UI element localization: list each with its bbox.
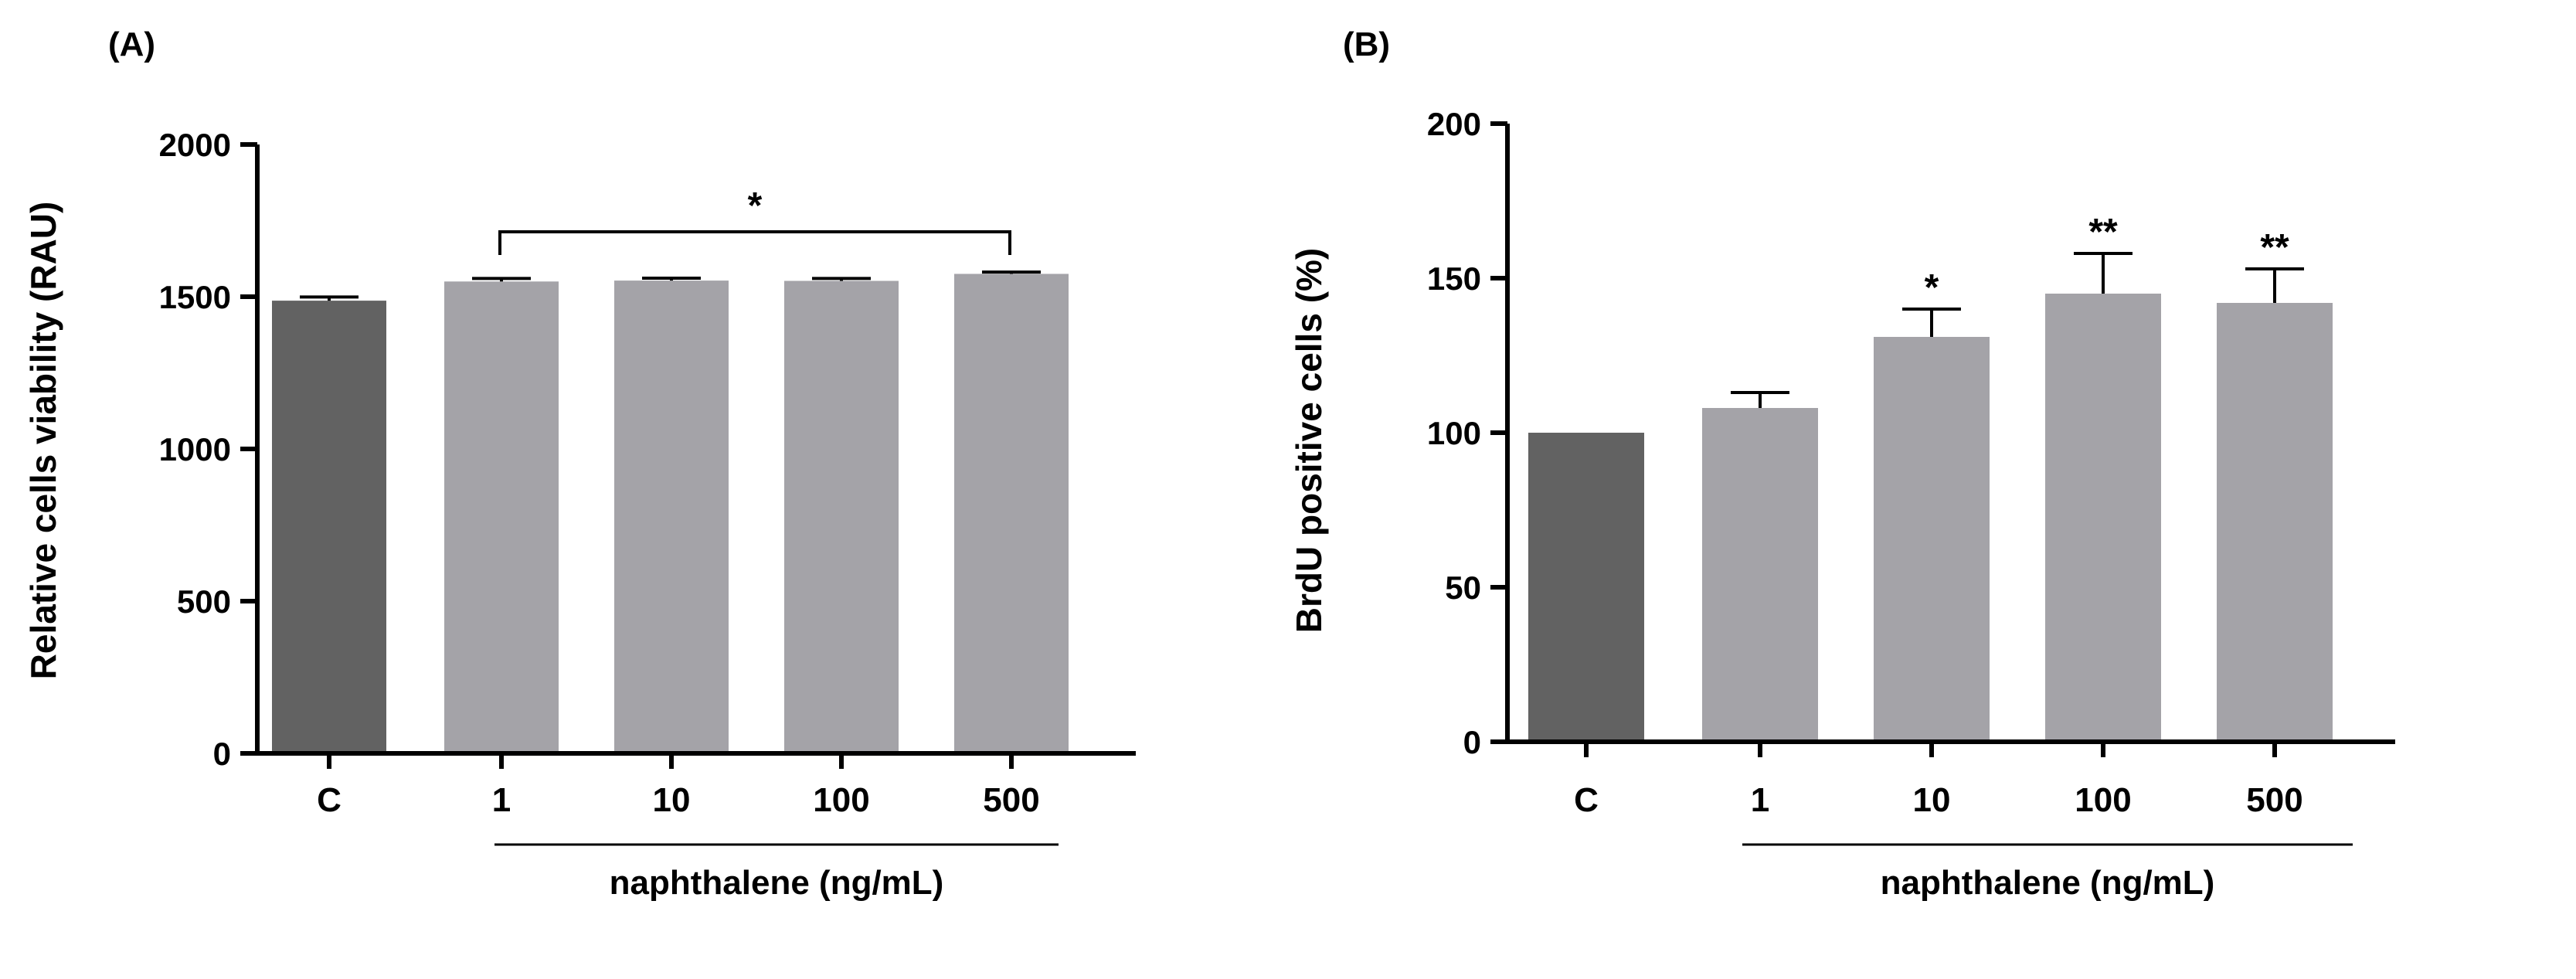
- panel-b-error-bars: [1731, 252, 2304, 408]
- panel-b-significance-star-100: **: [2088, 212, 2118, 253]
- panel-b-error-bar-1: [1731, 391, 1789, 408]
- panel-a-bar-10: [614, 280, 729, 753]
- panel-b-label: (B): [1343, 25, 1390, 63]
- panel-b-ytick-label: 100: [1427, 415, 1481, 451]
- panel-a-label: (A): [108, 25, 155, 63]
- panel-b-ylabel: BrdU positive cells (%): [1289, 248, 1329, 633]
- panel-b-significance-star-10: *: [1925, 267, 1939, 308]
- panel-a-ytick-label: 2000: [159, 127, 231, 163]
- panel-a-ytick-label: 500: [177, 583, 231, 620]
- panel-b-y-ticks: 0 50 100 150 200: [1427, 106, 1507, 760]
- panel-a-error-bar-1: [472, 277, 531, 282]
- panel-a-error-bar-500: [982, 270, 1041, 274]
- panel-b-xtick-label: 100: [2075, 781, 2131, 819]
- panel-b-xtick-label: 10: [1913, 781, 1951, 819]
- panel-b-bar-C: [1528, 433, 1644, 742]
- panel-a-ylabel: Relative cells viability (RAU): [23, 202, 63, 680]
- panel-b-xlabel: naphthalene (ng/mL): [1881, 864, 2215, 902]
- panel-b-bar-1: [1702, 408, 1818, 742]
- panel-a-bar-1: [444, 281, 559, 753]
- panel-b-error-bar-10: [1902, 308, 1961, 337]
- panel-b-ytick-label: 0: [1463, 724, 1481, 760]
- panel-a-xtick-label: 500: [983, 781, 1039, 819]
- panel-a-xtick-label: C: [317, 781, 342, 819]
- panel-b-bar-500: [2217, 303, 2333, 742]
- panel-a-xlabel: naphthalene (ng/mL): [610, 864, 944, 902]
- panel-b-chart: (B) BrdU positive cells (%) 0 50 100 150 200…: [1289, 25, 2395, 902]
- panel-a-y-ticks: 0 500 1000 1500 2000: [159, 127, 257, 772]
- panel-b-ytick-label: 50: [1445, 569, 1481, 606]
- panel-a-ytick-label: 0: [213, 736, 231, 772]
- panel-a-significance-bracket: [498, 230, 1011, 255]
- panel-a-chart: (A) Relative cells viability (RAU) 0 500 1…: [23, 25, 1136, 902]
- panel-b-error-bar-100: [2074, 252, 2133, 294]
- panel-a-xtick-label: 1: [492, 781, 511, 819]
- panel-b-significance: *** **: [1925, 212, 2289, 308]
- panel-b-ytick-label: 200: [1427, 106, 1481, 142]
- panel-b-significance-star-500: **: [2260, 227, 2289, 268]
- panel-a-error-bar-C: [300, 295, 359, 301]
- panel-a-x-ticks: C 1 10 100 500: [317, 753, 1040, 819]
- panel-a-bars: [272, 274, 1069, 754]
- panel-b-bars: [1528, 294, 2333, 742]
- panel-a-error-bars: [300, 270, 1041, 301]
- panel-b-xtick-label: C: [1574, 781, 1599, 819]
- panel-b-bar-100: [2045, 294, 2161, 742]
- panel-a-error-bar-10: [642, 276, 701, 281]
- panel-b-x-ticks: C 1 10 100 500: [1574, 742, 2303, 819]
- panel-a-xtick-label: 10: [653, 781, 691, 819]
- panel-b-error-bar-500: [2245, 267, 2304, 303]
- panel-b-xtick-label: 1: [1751, 781, 1769, 819]
- panel-a-significance: *: [498, 185, 1011, 255]
- panel-b-xtick-label: 500: [2246, 781, 2302, 819]
- panel-b-ytick-label: 150: [1427, 260, 1481, 297]
- panel-a-error-bar-100: [812, 277, 871, 281]
- panel-a-significance-star: *: [748, 185, 763, 226]
- panel-a-ytick-label: 1500: [159, 279, 231, 315]
- panel-a-bar-500: [954, 274, 1069, 753]
- panel-a-ytick-label: 1000: [159, 431, 231, 467]
- panel-b-bar-10: [1874, 337, 1990, 742]
- panel-a-bar-100: [784, 280, 899, 754]
- panel-a-xtick-label: 100: [813, 781, 869, 819]
- panel-a-bar-C: [272, 301, 386, 753]
